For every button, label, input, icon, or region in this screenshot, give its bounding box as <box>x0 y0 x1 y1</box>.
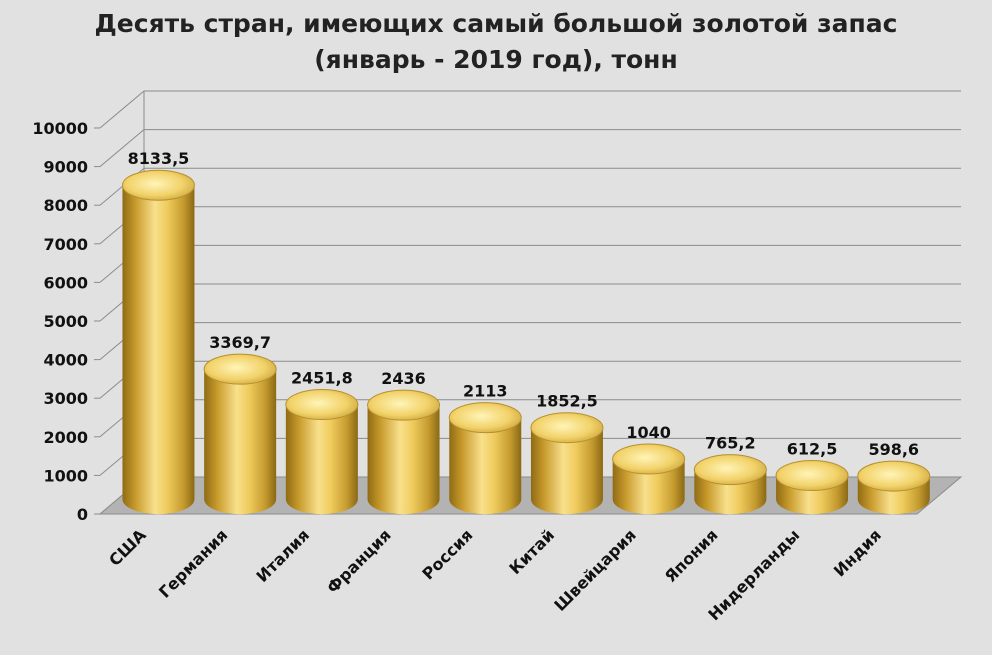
bar-top <box>367 389 441 421</box>
bar <box>367 389 441 515</box>
bar-top <box>121 169 195 201</box>
y-tick-label: 1000 <box>43 466 88 485</box>
bar-body <box>612 459 685 515</box>
x-tick-label: США <box>105 525 150 570</box>
bar-top <box>775 460 849 492</box>
bar <box>612 443 686 515</box>
y-tick-label: 7000 <box>43 235 88 254</box>
data-label: 1852,5 <box>536 392 598 411</box>
bar <box>693 454 767 515</box>
bar <box>203 353 277 515</box>
y-tick-label: 0 <box>77 505 88 524</box>
bar-top <box>530 412 604 444</box>
bar-top <box>448 402 522 434</box>
bar <box>857 460 931 515</box>
bar <box>285 389 359 515</box>
data-label: 3369,7 <box>209 333 271 352</box>
bar-top <box>693 454 767 486</box>
data-label: 2451,8 <box>291 369 353 388</box>
bar <box>448 402 522 515</box>
bar <box>121 169 195 515</box>
x-tick-label: Франция <box>323 525 395 597</box>
data-label: 765,2 <box>705 434 756 453</box>
x-tick-label: Китай <box>505 525 558 578</box>
bar <box>530 412 604 515</box>
y-tick-label: 5000 <box>43 312 88 331</box>
y-tick-label: 3000 <box>43 389 88 408</box>
y-tick-label: 10000 <box>32 119 88 138</box>
x-tick-label: Индия <box>830 525 885 580</box>
chart-title-line2: (январь - 2019 год), тонн <box>314 45 678 74</box>
x-tick-label: Швейцария <box>550 525 639 614</box>
x-tick-label: Италия <box>252 525 313 586</box>
gridline <box>99 283 961 322</box>
y-tick-label: 2000 <box>43 428 88 447</box>
gridline <box>99 129 961 167</box>
bar-top <box>857 460 931 492</box>
bar-body <box>530 427 603 515</box>
data-label: 2436 <box>381 369 426 388</box>
gridline <box>99 206 961 245</box>
data-label: 598,6 <box>868 440 919 459</box>
x-tick-label: Япония <box>661 525 722 586</box>
bar-body <box>367 405 440 515</box>
bar-top <box>612 443 686 475</box>
x-tick-label: Германия <box>155 525 231 601</box>
bar-top <box>285 389 359 421</box>
bar-body <box>449 417 522 515</box>
data-label: 8133,5 <box>128 149 190 168</box>
chart-title-line1: Десять стран, имеющих самый большой золо… <box>94 9 898 38</box>
chart-title: Десять стран, имеющих самый большой золо… <box>0 6 992 78</box>
bar-body <box>204 369 277 515</box>
bar <box>775 460 849 515</box>
y-tick-label: 4000 <box>43 351 88 370</box>
data-label: 612,5 <box>787 440 838 459</box>
x-tick-label: Россия <box>418 525 476 583</box>
gridline <box>99 167 961 206</box>
data-label: 1040 <box>626 423 671 442</box>
y-tick-label: 8000 <box>43 196 88 215</box>
data-label: 2113 <box>463 382 508 401</box>
bar-top <box>203 353 277 385</box>
gridline <box>99 90 961 129</box>
bar-body <box>122 185 195 515</box>
y-tick-label: 9000 <box>43 158 88 177</box>
gridline <box>99 244 961 283</box>
y-tick-label: 6000 <box>43 273 88 292</box>
bar-body <box>285 404 358 515</box>
